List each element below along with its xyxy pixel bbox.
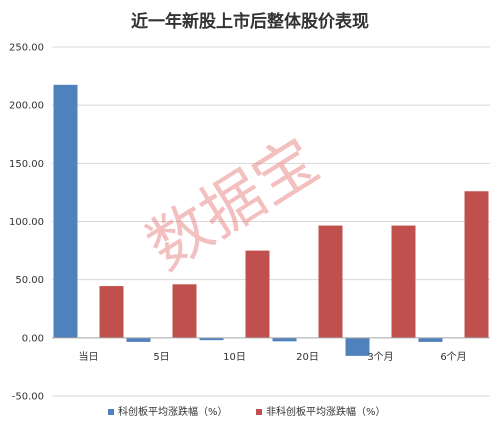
y-tick-label: -50.00 bbox=[12, 392, 44, 403]
watermark: 数据宝 bbox=[134, 124, 330, 284]
x-tick-label: 20日 bbox=[296, 352, 319, 363]
bar-non-star-market bbox=[172, 284, 197, 338]
x-tick-label: 当日 bbox=[79, 350, 99, 363]
bar-non-star-market bbox=[99, 286, 124, 338]
legend-swatch bbox=[108, 409, 114, 415]
bar-star-market bbox=[272, 337, 297, 342]
chart-title: 近一年新股上市后整体股价表现 bbox=[131, 11, 369, 32]
x-tick-label: 5日 bbox=[153, 352, 169, 363]
bar-non-star-market bbox=[464, 191, 489, 338]
x-tick-label: 3个月 bbox=[367, 351, 393, 363]
bar-non-star-market bbox=[391, 225, 416, 338]
y-tick-label: 100.00 bbox=[9, 217, 44, 228]
y-tick-label: 200.00 bbox=[9, 101, 44, 112]
bars bbox=[53, 84, 489, 356]
bar-star-market bbox=[418, 337, 443, 342]
y-tick-label: 150.00 bbox=[9, 159, 44, 170]
bar-star-market bbox=[126, 337, 151, 342]
bar-non-star-market bbox=[245, 250, 270, 338]
y-tick-label: 250.00 bbox=[9, 43, 44, 54]
x-tick-label: 10日 bbox=[223, 352, 246, 363]
x-axis-ticks: 当日 5日 10日 20日 3个月 6个月 bbox=[79, 350, 467, 363]
legend-label: 科创板平均涨跌幅（%） bbox=[118, 405, 228, 418]
gridlines bbox=[52, 46, 490, 397]
legend-label: 非科创板平均涨跌幅（%） bbox=[266, 405, 386, 418]
y-axis-ticks: 250.00 200.00 150.00 100.00 50.00 0.00 -50.00 bbox=[9, 43, 44, 403]
y-tick-label: 50.00 bbox=[15, 275, 44, 286]
bar-star-market bbox=[345, 337, 370, 356]
bar-non-star-market bbox=[318, 225, 343, 338]
legend-swatch bbox=[256, 409, 262, 415]
bar-star-market bbox=[199, 337, 224, 341]
y-tick-label: 0.00 bbox=[22, 333, 44, 344]
bar-star-market bbox=[53, 84, 78, 338]
x-tick-label: 6个月 bbox=[440, 351, 466, 363]
legend: 科创板平均涨跌幅（%） 非科创板平均涨跌幅（%） bbox=[108, 405, 386, 418]
